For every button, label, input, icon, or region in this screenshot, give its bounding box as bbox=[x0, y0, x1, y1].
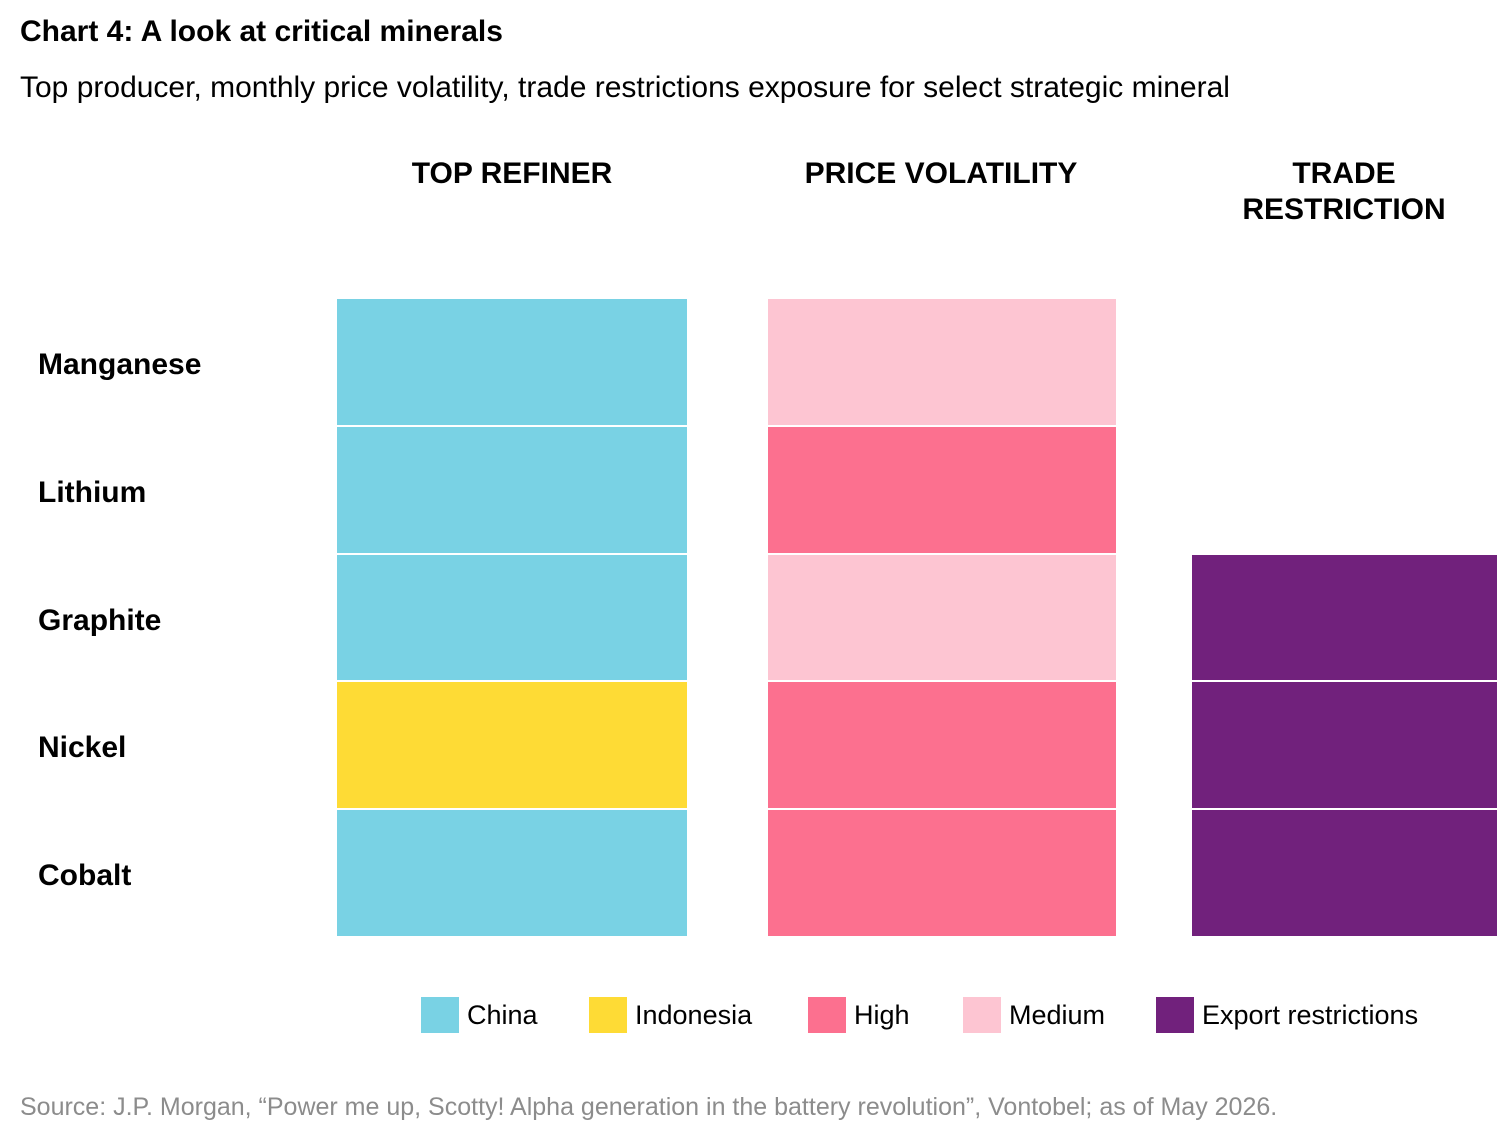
cell-top-refiner-nickel bbox=[337, 682, 687, 809]
row-label-lithium: Lithium bbox=[38, 475, 147, 509]
cell-top-refiner-graphite bbox=[337, 554, 687, 681]
legend-label-export-restrictions: Export restrictions bbox=[1202, 1000, 1419, 1030]
cell-price-volatility-lithium bbox=[768, 426, 1116, 553]
legend-item-medium: Medium bbox=[963, 996, 1105, 1034]
row-label-cobalt: Cobalt bbox=[38, 859, 132, 893]
column-header-line: RESTRICTION bbox=[1242, 193, 1446, 226]
cell-top-refiner-manganese bbox=[337, 299, 687, 425]
row-label-nickel: Nickel bbox=[38, 731, 127, 765]
cell-trade-restriction-cobalt bbox=[1192, 810, 1497, 936]
row-label-graphite: Graphite bbox=[38, 603, 162, 637]
column-header-line: TOP REFINER bbox=[411, 157, 613, 190]
row-label-manganese: Manganese bbox=[38, 347, 202, 381]
legend-item-indonesia: Indonesia bbox=[589, 996, 752, 1034]
cell-trade-restriction-graphite bbox=[1192, 554, 1497, 681]
legend-swatch-medium bbox=[963, 997, 1001, 1033]
cell-top-refiner-cobalt bbox=[337, 810, 687, 936]
legend-item-export-restrictions: Export restrictions bbox=[1156, 996, 1418, 1034]
legend-label-medium: Medium bbox=[1009, 1000, 1106, 1030]
cell-price-volatility-graphite bbox=[768, 554, 1116, 681]
chart-title: Chart 4: A look at critical minerals bbox=[20, 15, 503, 48]
legend-swatch-china bbox=[421, 997, 459, 1033]
column-header-top-refiner: TOP REFINER bbox=[412, 156, 613, 192]
legend-swatch-export-restrictions bbox=[1156, 997, 1194, 1033]
chart-subtitle: Top producer, monthly price volatility, … bbox=[20, 71, 1230, 104]
legend-label-high: High bbox=[854, 1000, 910, 1030]
column-header-price-volatility: PRICE VOLATILITY bbox=[805, 156, 1078, 192]
legend-swatch-indonesia bbox=[589, 997, 627, 1033]
source-note: Source: J.P. Morgan, “Power me up, Scott… bbox=[20, 1093, 1278, 1121]
legend-swatch-high bbox=[808, 997, 846, 1033]
cell-price-volatility-cobalt bbox=[768, 810, 1116, 936]
column-header-line: TRADE bbox=[1292, 157, 1396, 190]
legend-item-high: High bbox=[808, 996, 910, 1034]
cell-trade-restriction-nickel bbox=[1192, 682, 1497, 809]
legend-item-china: China bbox=[421, 996, 538, 1034]
cell-price-volatility-nickel bbox=[768, 682, 1116, 809]
legend-label-indonesia: Indonesia bbox=[635, 1000, 753, 1030]
column-header-line: PRICE VOLATILITY bbox=[804, 157, 1078, 190]
cell-price-volatility-manganese bbox=[768, 299, 1116, 425]
cell-top-refiner-lithium bbox=[337, 426, 687, 553]
legend-label-china: China bbox=[467, 1000, 538, 1030]
column-header-trade-restriction: TRADE RESTRICTION bbox=[1242, 156, 1445, 228]
